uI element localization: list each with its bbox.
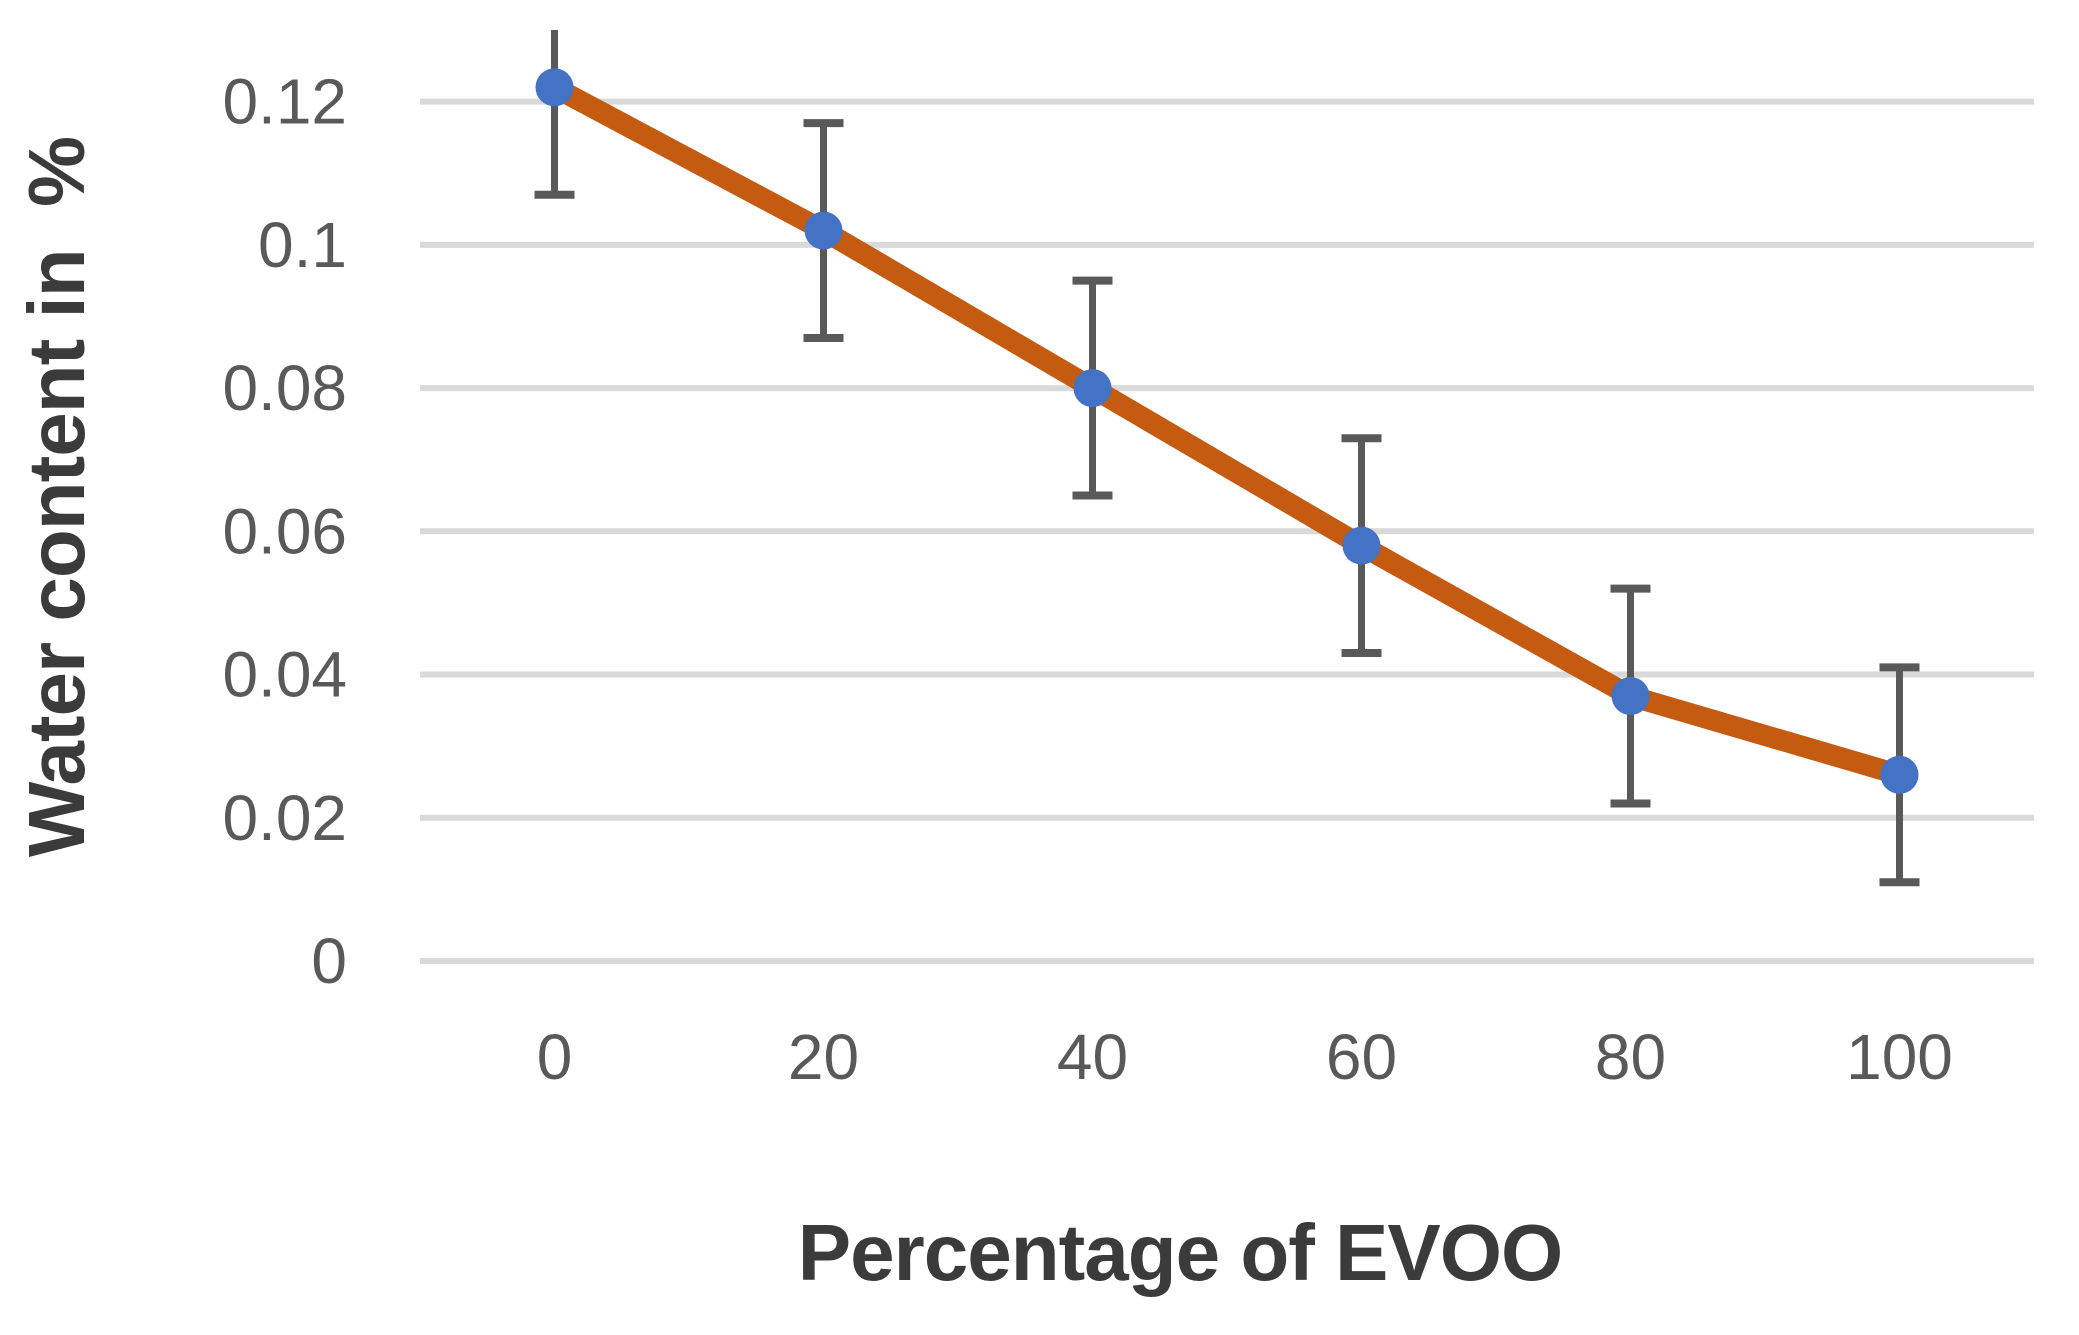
y-tick-label-0.1: 0.1 bbox=[258, 209, 347, 281]
data-point-marker-80 bbox=[1611, 677, 1650, 716]
x-tick-label-0: 0 bbox=[537, 1021, 573, 1093]
x-tick-label-100: 100 bbox=[1846, 1021, 1953, 1093]
x-tick-label-20: 20 bbox=[788, 1021, 859, 1093]
data-point-marker-0 bbox=[535, 68, 574, 107]
data-point-marker-20 bbox=[804, 211, 843, 250]
y-axis-title: Water content in % bbox=[12, 136, 101, 858]
y-tick-label-0.02: 0.02 bbox=[222, 782, 347, 854]
x-tick-label-80: 80 bbox=[1595, 1021, 1666, 1093]
x-tick-label-60: 60 bbox=[1326, 1021, 1397, 1093]
y-tick-label-0.12: 0.12 bbox=[222, 66, 347, 138]
data-point-marker-60 bbox=[1342, 526, 1381, 565]
x-tick-label-40: 40 bbox=[1057, 1021, 1128, 1093]
data-point-marker-100 bbox=[1880, 755, 1919, 794]
y-tick-label-0.08: 0.08 bbox=[222, 352, 347, 424]
y-tick-label-0.04: 0.04 bbox=[222, 639, 347, 711]
data-point-marker-40 bbox=[1073, 369, 1112, 408]
series-line bbox=[544, 76, 1910, 786]
error-bars-group bbox=[534, 30, 1920, 887]
x-axis-title: Percentage of EVOO bbox=[797, 1208, 1563, 1297]
y-tick-label-0.06: 0.06 bbox=[222, 495, 347, 567]
y-tick-label-0: 0 bbox=[311, 925, 347, 997]
